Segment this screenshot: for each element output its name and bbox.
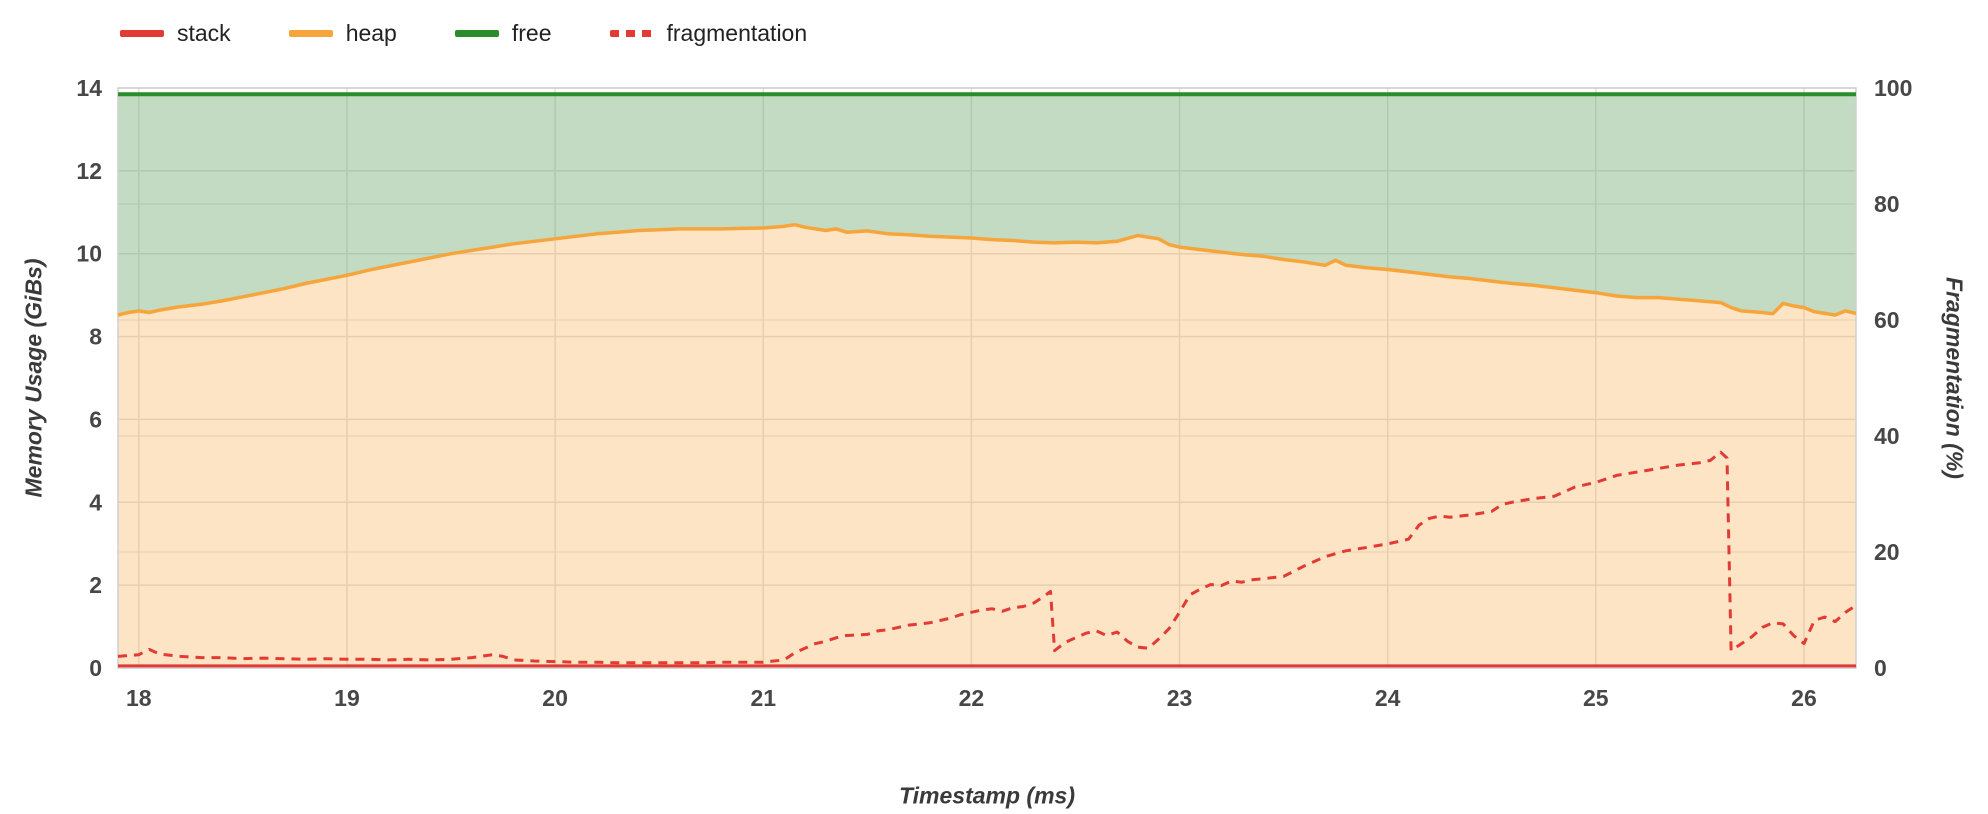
y-left-tick-label: 14	[76, 75, 102, 101]
y-right-tick-label: 80	[1874, 191, 1900, 217]
legend: stack heap free fragmentation	[120, 22, 807, 45]
x-tick-label: 21	[750, 685, 776, 711]
y-right-tick-label: 0	[1874, 655, 1887, 681]
y-left-tick-label: 12	[76, 158, 102, 184]
y-left-tick-label: 10	[76, 241, 102, 267]
y-right-tick-label: 100	[1874, 75, 1912, 101]
plot-border	[117, 87, 1857, 669]
legend-label-fragmentation: fragmentation	[666, 20, 808, 46]
y-axis-label-left: Memory Usage (GiBs)	[20, 258, 47, 498]
x-tick-label: 20	[542, 685, 568, 711]
y-right-tick-label: 60	[1874, 307, 1900, 333]
legend-item-heap[interactable]: heap	[288, 20, 397, 46]
y-left-tick-label: 8	[89, 324, 102, 350]
x-tick-label: 22	[959, 685, 985, 711]
y-left-tick-label: 6	[89, 406, 102, 432]
x-axis-label: Timestamp (ms)	[899, 782, 1075, 809]
y-right-tick-label: 40	[1874, 423, 1900, 449]
legend-label-stack: stack	[177, 20, 231, 46]
free-line-swatch-icon	[454, 30, 499, 37]
x-tick-label: 24	[1375, 685, 1401, 711]
legend-label-free: free	[511, 20, 552, 46]
y-left-tick-label: 0	[89, 655, 102, 681]
legend-item-stack[interactable]: stack	[120, 22, 231, 45]
heap-line-swatch-icon	[288, 30, 333, 37]
free-area	[118, 94, 1856, 315]
heap-line	[117, 222, 1857, 317]
legend-item-fragmentation[interactable]: fragmentation	[609, 20, 808, 46]
x-tick-label: 19	[334, 685, 360, 711]
x-tick-label: 26	[1791, 685, 1817, 711]
y-left-tick-label: 2	[89, 572, 102, 598]
y-left-tick-label: 4	[89, 489, 102, 515]
legend-label-heap: heap	[345, 20, 397, 46]
legend-item-free[interactable]: free	[454, 20, 552, 46]
x-tick-label: 23	[1167, 685, 1193, 711]
fragmentation-line	[117, 450, 1857, 665]
heap-area	[118, 224, 1856, 666]
stack-line-swatch-icon	[120, 30, 164, 37]
x-tick-label: 18	[126, 685, 152, 711]
y-right-tick-label: 20	[1874, 539, 1900, 565]
x-tick-label: 25	[1583, 685, 1609, 711]
fragmentation-dashed-swatch-icon	[609, 30, 654, 37]
y-axis-label-right: Fragmentation (%)	[1941, 277, 1968, 479]
